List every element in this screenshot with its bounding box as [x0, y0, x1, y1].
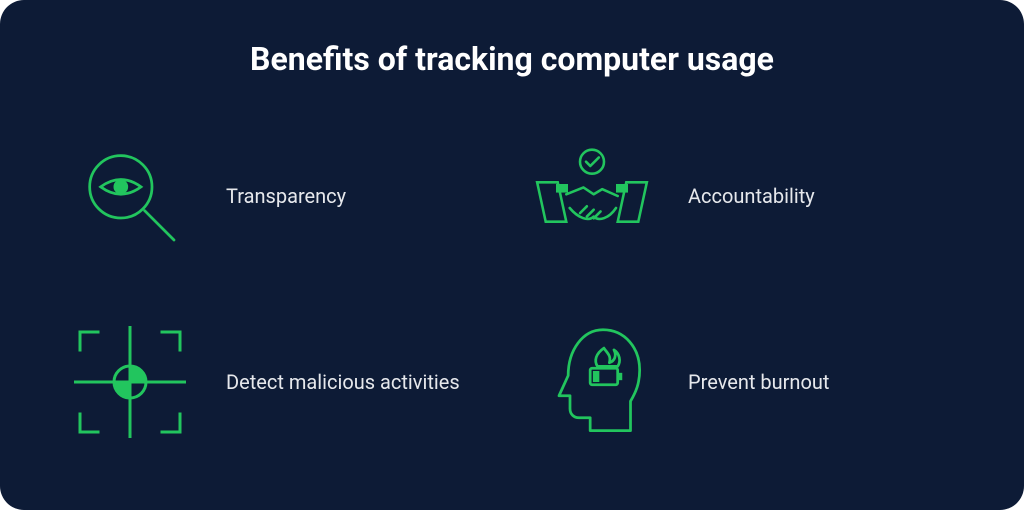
infographic-card: Benefits of tracking computer usage Tran…	[0, 0, 1024, 510]
benefit-label: Prevent burnout	[688, 370, 829, 394]
benefit-label: Accountability	[688, 184, 815, 208]
benefit-burnout: Prevent burnout	[532, 322, 954, 442]
handshake-check-icon	[532, 136, 652, 256]
benefit-label: Transparency	[226, 184, 346, 208]
magnifier-eye-icon	[70, 136, 190, 256]
crosshair-target-icon	[70, 322, 190, 442]
infographic-title: Benefits of tracking computer usage	[70, 40, 954, 78]
benefit-transparency: Transparency	[70, 136, 492, 256]
benefit-detect: Detect malicious activities	[70, 322, 492, 442]
benefit-accountability: Accountability	[532, 136, 954, 256]
benefits-grid: Transparency Accountability	[70, 118, 954, 460]
benefit-label: Detect malicious activities	[226, 370, 460, 394]
head-battery-icon	[532, 322, 652, 442]
